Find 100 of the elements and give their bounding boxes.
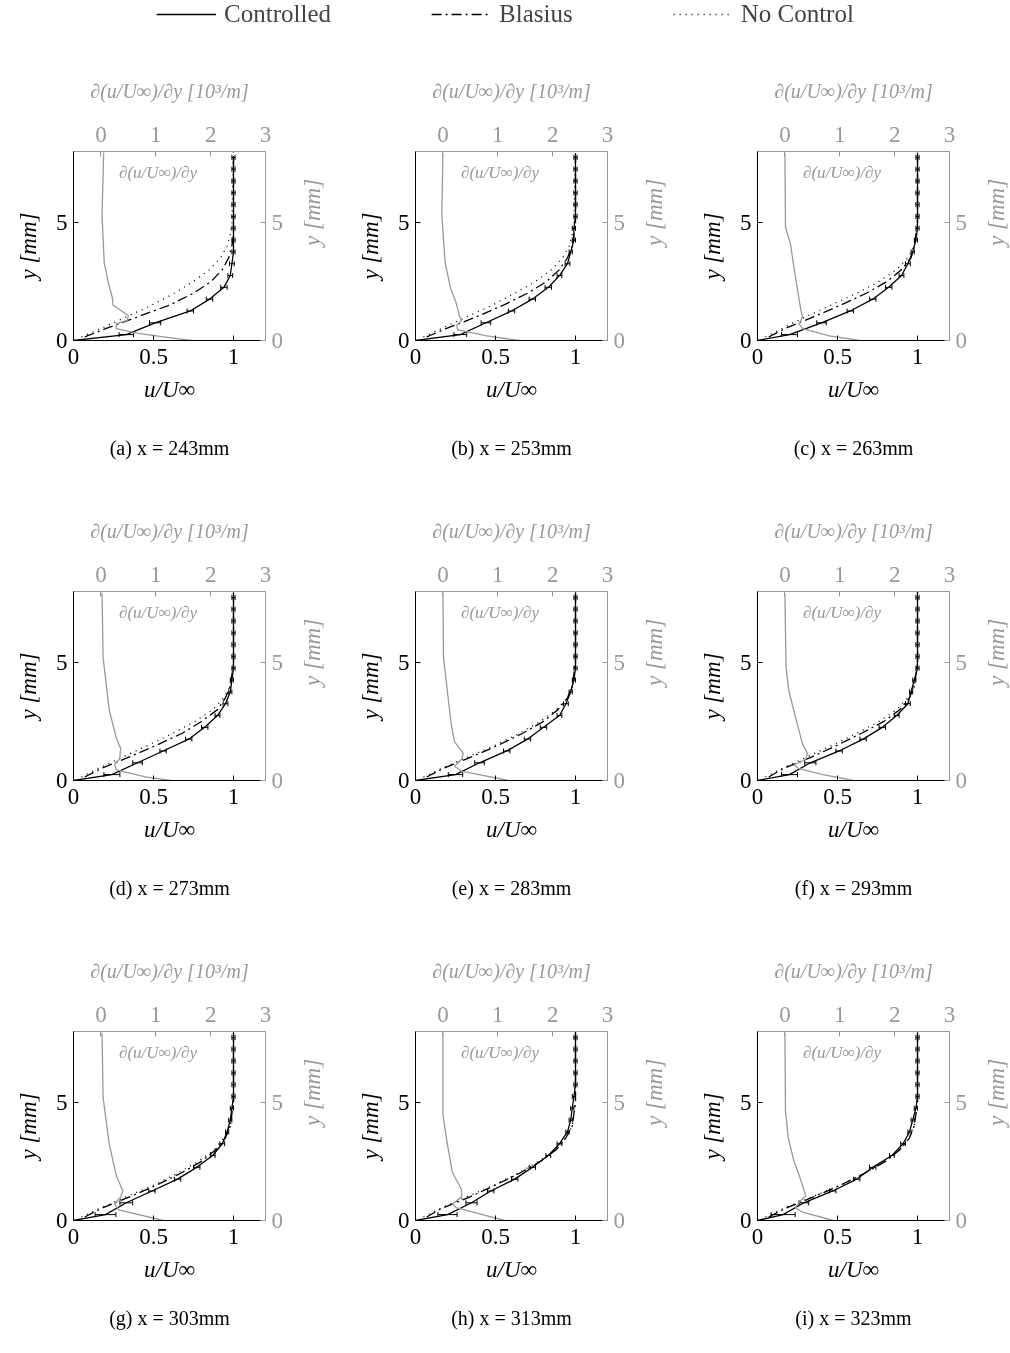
- x-tick-label: 0.5: [139, 343, 168, 369]
- x2-tick-label: 1: [150, 561, 162, 587]
- series-label: ∂(u/U∞)/∂y: [118, 162, 198, 182]
- x2-tick-label: 3: [943, 121, 956, 147]
- y-tick-label: 5: [56, 649, 68, 675]
- x-tick-label: 1: [911, 783, 924, 809]
- x2-axis-title: ∂(u/U∞)/∂y [10³/m]: [90, 79, 249, 103]
- text: (i) x = 323mm: [795, 1306, 913, 1330]
- legend-label: No Control: [740, 0, 854, 28]
- text: (h) x = 313mm: [451, 1306, 573, 1330]
- x-tick-label: 0.5: [481, 1223, 510, 1249]
- x-axis-title: u/U∞: [486, 376, 537, 402]
- x2-tick-label: 0: [95, 561, 107, 587]
- y2-axis-title: y [mm]: [983, 178, 1009, 248]
- x-tick-label: 0.5: [823, 1223, 852, 1249]
- x-axis-title: u/U∞: [828, 376, 879, 402]
- x-tick-label: 0.5: [823, 783, 852, 809]
- y-tick-label: 5: [740, 209, 752, 235]
- y2-tick-label: 5: [271, 1089, 283, 1115]
- x2-tick-label: 0: [779, 121, 791, 147]
- series-label: ∂(u/U∞)/∂y: [802, 602, 882, 622]
- y2-axis-title: y [mm]: [641, 1058, 667, 1128]
- x2-tick-label: 0: [779, 561, 791, 587]
- text: (c) x = 263mm: [793, 436, 914, 460]
- x2-tick-label: 1: [150, 1001, 162, 1027]
- y2-axis-title: y [mm]: [641, 178, 667, 248]
- text: (e) x = 283mm: [451, 876, 572, 900]
- y-tick-label: 5: [398, 209, 410, 235]
- x-tick-label: 1: [227, 783, 240, 809]
- legend-label: Blasius: [499, 0, 573, 28]
- x-tick-label: 1: [227, 343, 240, 369]
- y-axis-title: y [mm]: [700, 1092, 725, 1162]
- y2-tick-label: 5: [271, 209, 283, 235]
- x-tick-label: 1: [569, 783, 582, 809]
- x-tick-label: 0.5: [481, 343, 510, 369]
- x-tick-label: 1: [569, 343, 582, 369]
- x2-tick-label: 1: [492, 561, 504, 587]
- series-label: ∂(u/U∞)/∂y: [460, 1042, 540, 1062]
- x2-tick-label: 0: [437, 121, 449, 147]
- series-label: ∂(u/U∞)/∂y: [802, 162, 882, 182]
- y-tick-label: 5: [56, 1089, 68, 1115]
- x2-tick-label: 0: [95, 1001, 107, 1027]
- x-axis-title: u/U∞: [144, 816, 195, 842]
- y-axis-title: y [mm]: [700, 652, 725, 722]
- x2-tick-label: 0: [437, 1001, 449, 1027]
- x2-tick-label: 0: [95, 121, 107, 147]
- y2-tick-label: 5: [955, 1089, 967, 1115]
- x2-axis-title: ∂(u/U∞)/∂y [10³/m]: [90, 959, 249, 983]
- x-axis-title: u/U∞: [486, 1256, 537, 1282]
- x-tick-label: 1: [569, 1223, 582, 1249]
- y-tick-label: 5: [740, 649, 752, 675]
- text: (f) x = 293mm: [794, 876, 913, 900]
- text: (a) x = 243mm: [109, 436, 230, 460]
- y-tick-label: 5: [398, 1089, 410, 1115]
- x2-tick-label: 3: [601, 121, 614, 147]
- legend-label: Controlled: [224, 0, 332, 28]
- series-label: ∂(u/U∞)/∂y: [118, 1042, 198, 1062]
- y2-tick-label: 5: [955, 649, 967, 675]
- x2-tick-label: 0: [779, 1001, 791, 1027]
- x-tick-label: 0.5: [139, 1223, 168, 1249]
- series-label: ∂(u/U∞)/∂y: [118, 602, 198, 622]
- x2-tick-label: 2: [546, 121, 559, 147]
- y-axis-title: y [mm]: [16, 652, 41, 722]
- x-tick-label: 0.5: [823, 343, 852, 369]
- y-axis-title: y [mm]: [358, 652, 383, 722]
- x-tick-label: 0.5: [481, 783, 510, 809]
- x-axis-title: u/U∞: [828, 1256, 879, 1282]
- x2-tick-label: 2: [204, 121, 217, 147]
- y2-tick-label: 5: [613, 649, 625, 675]
- x2-axis-title: ∂(u/U∞)/∂y [10³/m]: [774, 959, 933, 983]
- y-axis-title: y [mm]: [16, 212, 41, 282]
- x2-tick-label: 3: [259, 1001, 272, 1027]
- x2-tick-label: 1: [834, 121, 846, 147]
- x2-tick-label: 3: [943, 561, 956, 587]
- y2-tick-label: 5: [955, 209, 967, 235]
- y-tick-label: 5: [398, 649, 410, 675]
- x2-tick-label: 3: [943, 1001, 956, 1027]
- x2-axis-title: ∂(u/U∞)/∂y [10³/m]: [432, 959, 591, 983]
- x-axis-title: u/U∞: [486, 816, 537, 842]
- x2-tick-label: 1: [150, 121, 162, 147]
- y2-tick-label: 5: [613, 209, 625, 235]
- y2-axis-title: y [mm]: [983, 618, 1009, 688]
- x2-axis-title: ∂(u/U∞)/∂y [10³/m]: [90, 519, 249, 543]
- y2-axis-title: y [mm]: [983, 1058, 1009, 1128]
- x-tick-label: 0.5: [139, 783, 168, 809]
- x2-axis-title: ∂(u/U∞)/∂y [10³/m]: [774, 519, 933, 543]
- x2-tick-label: 2: [546, 1001, 559, 1027]
- y-axis-title: y [mm]: [358, 1092, 383, 1162]
- x2-tick-label: 3: [259, 121, 272, 147]
- x2-tick-label: 2: [204, 561, 217, 587]
- x2-tick-label: 2: [546, 561, 559, 587]
- x2-tick-label: 1: [492, 1001, 504, 1027]
- y2-axis-title: y [mm]: [299, 178, 325, 248]
- x-tick-label: 1: [227, 1223, 240, 1249]
- x2-axis-title: ∂(u/U∞)/∂y [10³/m]: [432, 79, 591, 103]
- y-axis-title: y [mm]: [16, 1092, 41, 1162]
- y2-tick-label: 5: [613, 1089, 625, 1115]
- x-axis-title: u/U∞: [828, 816, 879, 842]
- text: (d) x = 273mm: [109, 876, 231, 900]
- x2-tick-label: 3: [259, 561, 272, 587]
